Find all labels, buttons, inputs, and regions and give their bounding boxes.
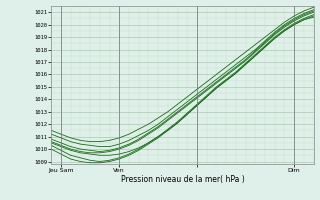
X-axis label: Pression niveau de la mer( hPa ): Pression niveau de la mer( hPa ) xyxy=(121,175,244,184)
